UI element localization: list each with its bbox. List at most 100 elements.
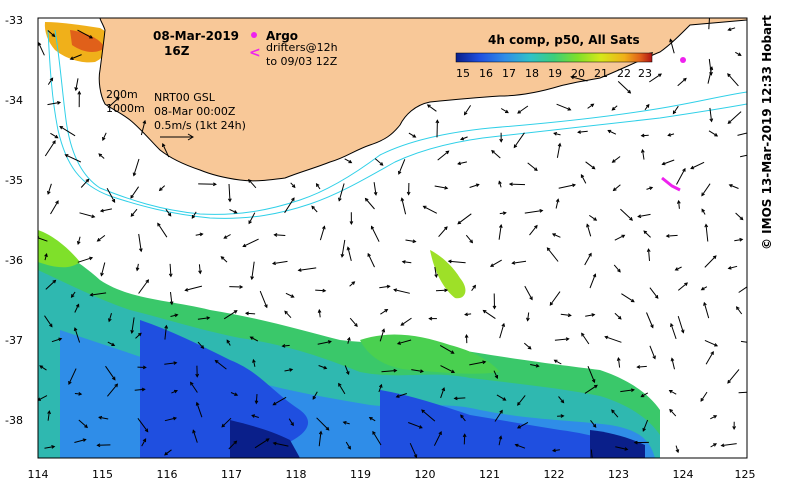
current-vector-head bbox=[727, 266, 732, 270]
current-vector-head bbox=[74, 87, 79, 92]
current-vector-head bbox=[646, 248, 651, 253]
current-vector-head bbox=[401, 260, 406, 264]
current-vector bbox=[560, 313, 571, 316]
current-vector-head bbox=[499, 138, 504, 143]
current-vector-head bbox=[690, 165, 695, 170]
current-vector bbox=[191, 211, 197, 219]
current-vector-head bbox=[567, 107, 572, 111]
current-vector-head bbox=[351, 281, 356, 285]
current-vector-head bbox=[130, 329, 134, 334]
current-vector bbox=[185, 285, 203, 291]
colorbar-title: 4h comp, p50, All Sats bbox=[488, 33, 640, 47]
current-vector-head bbox=[378, 383, 383, 388]
current-vector bbox=[80, 179, 89, 188]
current-vector-head bbox=[96, 443, 101, 448]
current-vector bbox=[97, 235, 106, 242]
current-vector bbox=[617, 357, 621, 368]
colorbar-tick: 19 bbox=[548, 67, 562, 80]
current-vector bbox=[529, 225, 538, 236]
current-vector bbox=[379, 285, 390, 289]
current-vector-head bbox=[649, 186, 654, 191]
current-vector-head bbox=[55, 200, 59, 205]
current-vector bbox=[613, 264, 621, 273]
current-vector bbox=[643, 230, 651, 238]
current-vector-head bbox=[347, 445, 351, 450]
current-vector-head bbox=[551, 448, 556, 453]
current-vector bbox=[558, 184, 576, 189]
current-vector bbox=[438, 226, 448, 238]
current-vector-head bbox=[593, 384, 598, 389]
current-vector-head bbox=[200, 345, 205, 349]
current-vector bbox=[285, 292, 294, 298]
current-vector-head bbox=[291, 197, 295, 202]
current-vector-head bbox=[617, 315, 622, 320]
current-vector-head bbox=[489, 263, 494, 267]
current-vector-head bbox=[535, 363, 540, 368]
current-vector bbox=[727, 111, 742, 124]
current-vector bbox=[190, 382, 198, 393]
current-vector bbox=[282, 344, 290, 347]
drifter-legend-icon: < bbox=[249, 45, 261, 61]
current-vector bbox=[250, 336, 259, 342]
current-vector bbox=[517, 421, 529, 429]
scale-label: 0.5m/s (1kt 24h) bbox=[154, 119, 246, 132]
current-vector-head bbox=[169, 301, 174, 306]
isobath-lines bbox=[47, 29, 747, 219]
current-vector bbox=[584, 253, 592, 266]
current-vector-head bbox=[735, 306, 740, 310]
current-vector bbox=[169, 263, 172, 277]
current-vector bbox=[701, 183, 711, 196]
current-vector-head bbox=[612, 187, 617, 192]
current-vector-head bbox=[76, 240, 81, 245]
current-vector bbox=[586, 224, 592, 237]
current-vector-head bbox=[611, 409, 615, 414]
current-vector-head bbox=[611, 106, 616, 111]
current-vector-head bbox=[633, 440, 638, 445]
current-vector bbox=[527, 162, 538, 171]
current-vector-head bbox=[51, 445, 56, 449]
current-vector-head bbox=[498, 435, 503, 440]
current-vector-head bbox=[672, 110, 677, 115]
current-vector-head bbox=[441, 387, 446, 392]
current-vector bbox=[465, 234, 473, 243]
current-vector bbox=[251, 261, 255, 280]
current-vector bbox=[288, 418, 294, 426]
current-vector-head bbox=[565, 337, 570, 342]
x-tick-label: 121 bbox=[479, 468, 500, 481]
current-vector bbox=[400, 317, 412, 326]
current-vector-head bbox=[370, 225, 375, 230]
current-vector-head bbox=[499, 409, 503, 414]
x-tick-label: 124 bbox=[673, 468, 694, 481]
current-vector-head bbox=[64, 154, 69, 158]
current-vector-head bbox=[640, 133, 645, 138]
current-vector bbox=[100, 208, 112, 212]
current-vector-head bbox=[244, 311, 249, 316]
current-vector-head bbox=[592, 273, 597, 278]
current-vector bbox=[411, 369, 423, 372]
current-vector-head bbox=[85, 178, 90, 183]
current-vector bbox=[107, 341, 115, 346]
current-vector bbox=[615, 446, 628, 450]
current-vector bbox=[393, 289, 410, 294]
current-vector-head bbox=[162, 143, 166, 148]
current-vector-head bbox=[714, 343, 719, 347]
current-vector bbox=[99, 416, 109, 420]
current-vector-head bbox=[444, 288, 449, 293]
current-vector-head bbox=[54, 134, 59, 139]
current-vector-head bbox=[77, 90, 82, 95]
isobath-200m-label: 200m bbox=[106, 88, 138, 101]
current-vector-head bbox=[658, 73, 662, 78]
current-vector-head bbox=[749, 284, 752, 287]
current-vector-head bbox=[482, 360, 487, 365]
current-vector bbox=[736, 306, 743, 315]
drifter-track bbox=[661, 176, 681, 192]
current-vector-head bbox=[273, 233, 278, 237]
current-vector-head bbox=[251, 414, 256, 418]
current-vector bbox=[556, 103, 571, 111]
current-vector-head bbox=[700, 286, 705, 291]
current-vector bbox=[494, 410, 503, 422]
current-vector-head bbox=[144, 428, 149, 433]
current-vector-head bbox=[233, 440, 238, 445]
current-vector-head bbox=[393, 288, 398, 292]
current-vector-head bbox=[220, 256, 225, 260]
